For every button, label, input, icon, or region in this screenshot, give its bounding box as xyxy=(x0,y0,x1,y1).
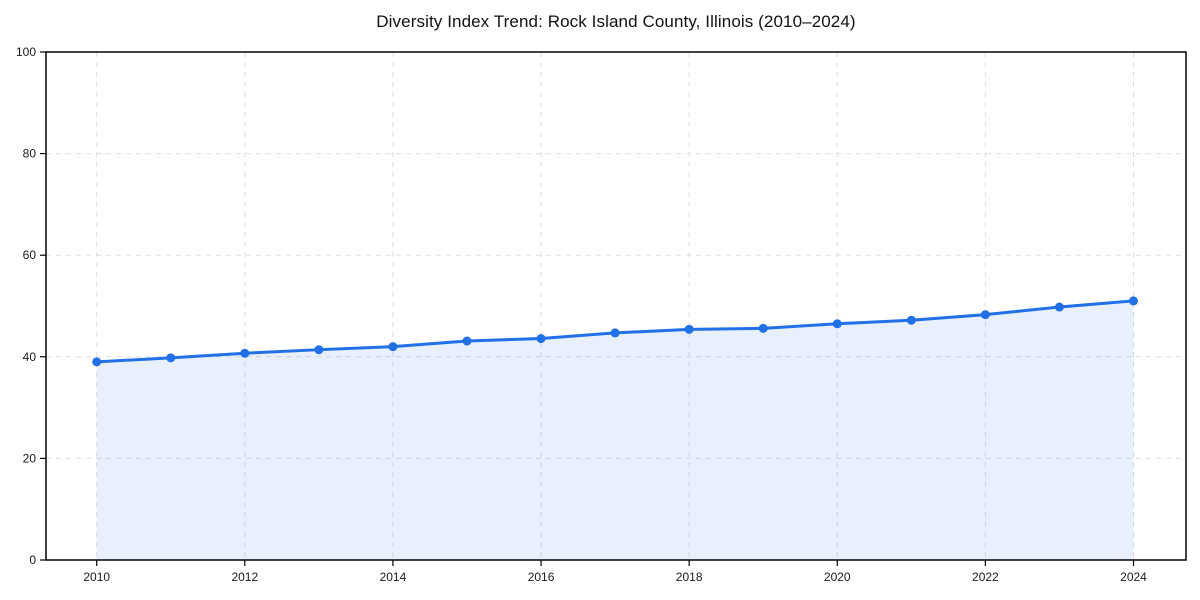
data-point-2016 xyxy=(536,334,546,344)
data-point-2013 xyxy=(314,345,324,355)
x-tick-label: 2018 xyxy=(676,570,703,584)
y-tick-label: 40 xyxy=(23,350,37,364)
area-fill xyxy=(96,300,1134,560)
x-tick-label: 2016 xyxy=(528,570,555,584)
y-tick-label: 80 xyxy=(23,147,37,161)
y-tick-label: 100 xyxy=(16,45,36,59)
data-point-2015 xyxy=(462,336,472,346)
y-tick-label: 60 xyxy=(23,248,37,262)
data-point-2012 xyxy=(240,348,250,358)
data-point-2017 xyxy=(610,328,620,338)
data-point-2010 xyxy=(92,357,102,367)
x-tick-label: 2024 xyxy=(1120,570,1147,584)
data-point-2018 xyxy=(684,324,694,334)
data-point-2019 xyxy=(758,323,768,333)
x-tick-label: 2012 xyxy=(231,570,258,584)
data-point-2024 xyxy=(1128,296,1138,306)
y-tick-label: 0 xyxy=(29,553,36,567)
chart-title: Diversity Index Trend: Rock Island Count… xyxy=(376,12,856,31)
x-tick-label: 2022 xyxy=(972,570,999,584)
data-point-2020 xyxy=(832,319,842,329)
x-tick-label: 2020 xyxy=(824,570,851,584)
data-point-2011 xyxy=(166,353,176,363)
data-point-2021 xyxy=(906,315,916,325)
y-tick-label: 20 xyxy=(23,451,37,465)
x-tick-label: 2010 xyxy=(83,570,110,584)
data-point-2023 xyxy=(1054,302,1064,312)
data-point-2022 xyxy=(980,310,990,320)
plot-border xyxy=(45,51,1187,561)
data-point-2014 xyxy=(388,342,398,352)
x-tick-label: 2014 xyxy=(380,570,407,584)
